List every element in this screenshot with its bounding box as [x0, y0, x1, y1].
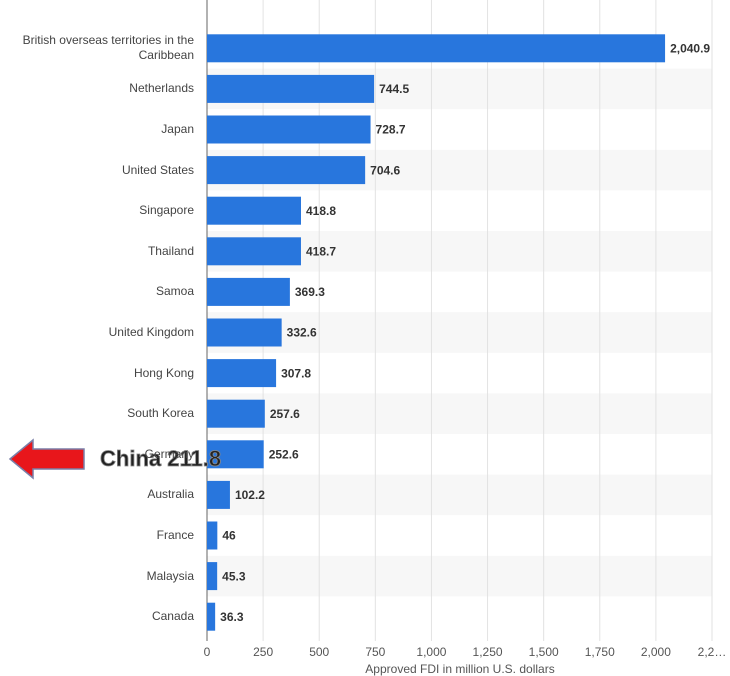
y-tick-label: Netherlands: [129, 81, 194, 96]
y-tick-label: Singapore: [139, 203, 194, 218]
value-label: 418.8: [306, 204, 336, 218]
value-label: 418.7: [306, 244, 336, 258]
bar: [207, 480, 230, 509]
bar: [207, 562, 218, 591]
bar: [207, 196, 301, 225]
x-tick-label: 2,000: [641, 645, 671, 659]
bar: [207, 318, 282, 347]
row-backgrounds: [207, 68, 712, 597]
bar: [207, 34, 666, 63]
x-tick-label: 1,000: [416, 645, 446, 659]
y-tick-label: Thailand: [147, 243, 194, 258]
row-band: [207, 474, 712, 516]
y-tick-label: United Kingdom: [108, 325, 194, 339]
bar: [207, 359, 277, 388]
value-label: 744.5: [379, 82, 409, 96]
y-tick-label: Samoa: [155, 284, 194, 299]
bar: [207, 602, 216, 631]
value-label: 307.8: [281, 366, 311, 380]
value-label: 332.6: [287, 326, 317, 340]
x-tick-label: 1,250: [473, 645, 503, 659]
row-band: [207, 312, 712, 353]
bar: [207, 115, 371, 144]
bar: [207, 156, 366, 185]
y-tick-label: France: [156, 528, 194, 542]
x-tick-label: 1,500: [529, 645, 559, 659]
value-label: 369.3: [295, 285, 325, 299]
y-tick-label: United States: [121, 162, 194, 177]
bar: [207, 440, 264, 469]
x-tick-label: 2,2…: [698, 645, 727, 659]
x-tick-label: 250: [253, 645, 273, 659]
value-label: 257.6: [270, 407, 300, 421]
y-tick-label: Malaysia: [146, 568, 194, 583]
x-tick-label: 0: [204, 645, 211, 659]
annotation-text: China 211.8: [100, 446, 221, 471]
value-label: 36.3: [220, 610, 244, 624]
value-label: 102.2: [235, 488, 265, 502]
value-label: 704.6: [370, 163, 400, 177]
x-axis-label: Approved FDI in million U.S. dollars: [365, 662, 554, 676]
x-tick-label: 1,750: [585, 645, 615, 659]
y-tick-label: Hong Kong: [133, 365, 194, 380]
x-tick-label: 500: [309, 645, 329, 659]
row-band: [207, 555, 712, 597]
y-tick-label: Canada: [151, 609, 194, 624]
y-tick-label: British overseas territories in the Cari…: [22, 33, 194, 63]
row-band: [207, 393, 712, 434]
x-tick-label: 750: [365, 645, 385, 659]
arrow: [8, 438, 85, 480]
y-tick-label: Germany: [144, 446, 194, 461]
value-label: 252.6: [269, 447, 299, 461]
y-tick-label: South Korea: [127, 406, 194, 421]
bar: [207, 277, 290, 306]
y-tick-label: Australia: [147, 487, 194, 502]
value-label: 46: [222, 529, 236, 543]
y-tick-label: Japan: [161, 122, 194, 136]
bar: [207, 74, 375, 103]
annotation: China 211.8: [8, 438, 221, 480]
value-label: 2,040.9: [670, 41, 710, 55]
value-label: 45.3: [222, 569, 246, 583]
bar: [207, 521, 218, 550]
bar: [207, 237, 301, 266]
value-label: 728.7: [376, 123, 406, 137]
bar: [207, 399, 265, 428]
